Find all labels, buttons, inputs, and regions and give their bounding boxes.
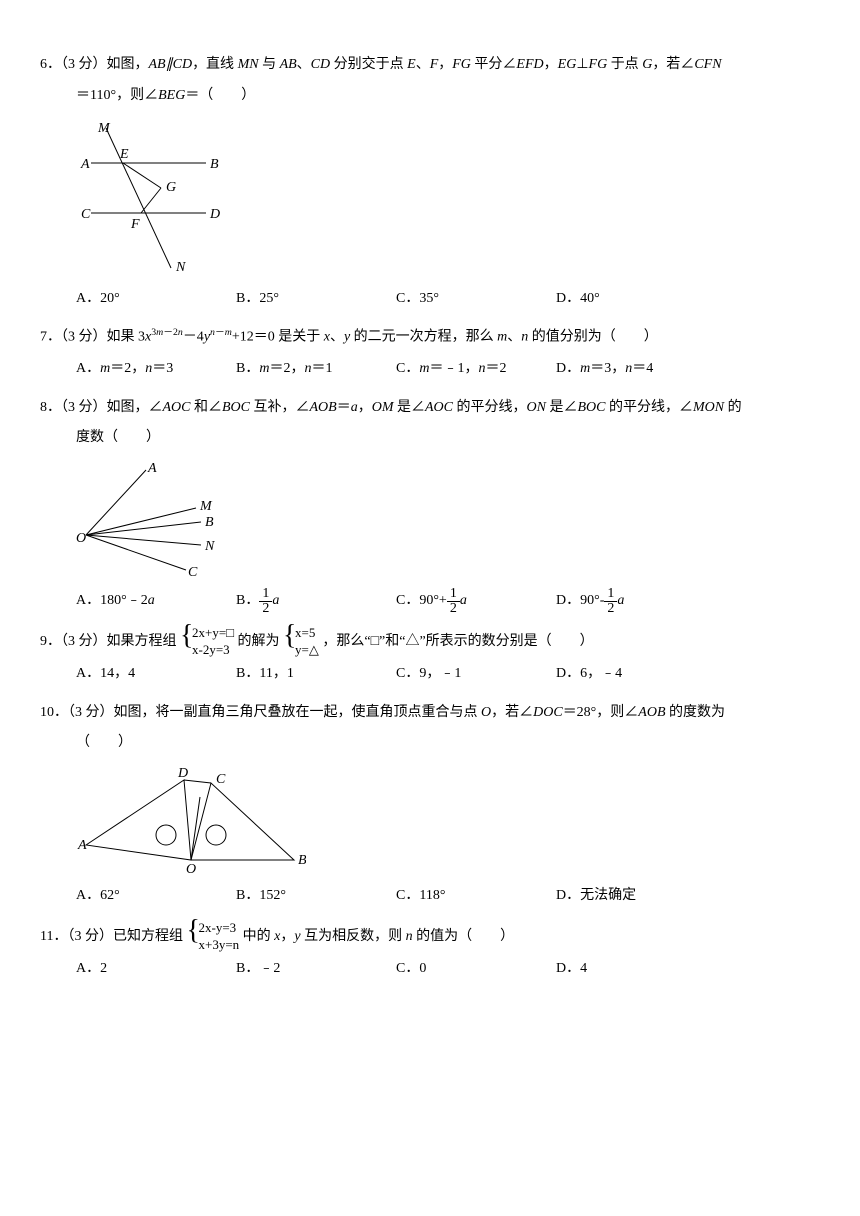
svg-text:M: M [199,499,213,514]
q6-options: A．20° B．25° C．35° D．40° [76,284,820,315]
question-8: 8．（3 分）如图，∠AOC 和∠BOC 互补，∠AOB＝a，OM 是∠AOC … [40,393,820,617]
q11-option-d[interactable]: D．4 [556,954,716,985]
q11-option-b[interactable]: B．﹣2 [236,954,396,985]
svg-text:O: O [76,531,86,546]
q8-figure: A M B N C O [76,460,820,580]
q6-num: 6．（3 分）如图， [40,57,149,72]
q10-option-a[interactable]: A．62° [76,881,236,912]
svg-text:N: N [175,260,186,275]
question-7: 7．（3 分）如果 3x3m－2n－4yn－m+12＝0 是关于 x、y 的二元… [40,322,820,384]
q7-option-c[interactable]: C．m＝﹣1，n＝2 [396,354,556,385]
q7-option-d[interactable]: D．m＝3，n＝4 [556,354,716,385]
q10-stem: 10．（3 分）如图，将一副直角三角尺叠放在一起，使直角顶点重合与点 O，若∠D… [40,698,820,729]
question-10: 10．（3 分）如图，将一副直角三角尺叠放在一起，使直角顶点重合与点 O，若∠D… [40,698,820,912]
q8-stem: 8．（3 分）如图，∠AOC 和∠BOC 互补，∠AOB＝a，OM 是∠AOC … [40,393,820,424]
svg-text:B: B [205,515,214,530]
q6-diagram: M A E B C F D G N [76,118,226,278]
q6-option-c[interactable]: C．35° [396,284,556,315]
q9-option-b[interactable]: B．11，1 [236,659,396,690]
q9-option-c[interactable]: C．9，﹣1 [396,659,556,690]
svg-text:E: E [119,147,129,162]
q10-stem-line2: （ ） [76,728,820,759]
q11-option-c[interactable]: C．0 [396,954,556,985]
q9-solution: x=5y=△ [283,625,319,659]
svg-text:F: F [130,217,140,232]
q7-option-b[interactable]: B．m＝2，n＝1 [236,354,396,385]
svg-text:A: A [147,461,157,476]
q7-option-a[interactable]: A．m＝2，n＝3 [76,354,236,385]
q6-option-d[interactable]: D．40° [556,284,716,315]
q10-option-b[interactable]: B．152° [236,881,396,912]
svg-text:D: D [177,766,188,781]
q8-stem-line2: 度数（ ） [76,423,820,454]
q10-option-c[interactable]: C．118° [396,881,556,912]
svg-text:N: N [204,539,215,554]
q6-abcd: AB∥CD [149,57,193,72]
q8-option-d[interactable]: D．90°-12a [556,586,716,617]
svg-text:O: O [186,862,196,875]
question-11: 11．（3 分）已知方程组 2x-y=3x+3y=n 中的 x，y 互为相反数，… [40,920,820,985]
q8-option-a[interactable]: A．180°﹣2a [76,586,236,617]
svg-text:C: C [81,207,91,222]
q10-options: A．62° B．152° C．118° D．无法确定 [76,881,820,912]
q9-system: 2x+y=□x-2y=3 [180,625,234,659]
svg-text:B: B [298,853,306,868]
svg-text:C: C [216,772,226,787]
question-6: 6．（3 分）如图，AB∥CD，直线 MN 与 AB、CD 分别交于点 E、F，… [40,50,820,314]
q11-stem: 11．（3 分）已知方程组 2x-y=3x+3y=n 中的 x，y 互为相反数，… [40,920,820,954]
q8-options: A．180°﹣2a B．12a C．90°+12a D．90°-12a [76,586,820,617]
q9-option-a[interactable]: A．14，4 [76,659,236,690]
q11-options: A．2 B．﹣2 C．0 D．4 [76,954,820,985]
q7-stem: 7．（3 分）如果 3x3m－2n－4yn－m+12＝0 是关于 x、y 的二元… [40,322,820,353]
svg-text:M: M [97,121,111,136]
svg-text:C: C [188,565,198,580]
q11-system: 2x-y=3x+3y=n [186,920,239,954]
svg-text:A: A [77,838,87,853]
q8-option-c[interactable]: C．90°+12a [396,586,556,617]
q6-option-a[interactable]: A．20° [76,284,236,315]
svg-text:G: G [166,180,176,195]
q8-option-b[interactable]: B．12a [236,586,396,617]
q10-diagram: A D C O B [76,765,306,875]
q10-figure: A D C O B [76,765,820,875]
q9-option-d[interactable]: D．6，﹣4 [556,659,716,690]
q11-option-a[interactable]: A．2 [76,954,236,985]
svg-text:B: B [210,157,219,172]
q7-options: A．m＝2，n＝3 B．m＝2，n＝1 C．m＝﹣1，n＝2 D．m＝3，n＝4 [76,354,820,385]
q9-options: A．14，4 B．11，1 C．9，﹣1 D．6，﹣4 [76,659,820,690]
q6-option-b[interactable]: B．25° [236,284,396,315]
svg-text:A: A [80,157,90,172]
q9-stem: 9．（3 分）如果方程组 2x+y=□x-2y=3 的解为 x=5y=△ ，那么… [40,625,820,659]
q6-figure: M A E B C F D G N [76,118,820,278]
q6-stem-line2: ＝110°，则∠BEG＝（ ） [76,81,820,112]
q8-diagram: A M B N C O [76,460,226,580]
q6-stem: 6．（3 分）如图，AB∥CD，直线 MN 与 AB、CD 分别交于点 E、F，… [40,50,820,81]
svg-text:D: D [209,207,220,222]
question-9: 9．（3 分）如果方程组 2x+y=□x-2y=3 的解为 x=5y=△ ，那么… [40,625,820,690]
q10-option-d[interactable]: D．无法确定 [556,881,716,912]
